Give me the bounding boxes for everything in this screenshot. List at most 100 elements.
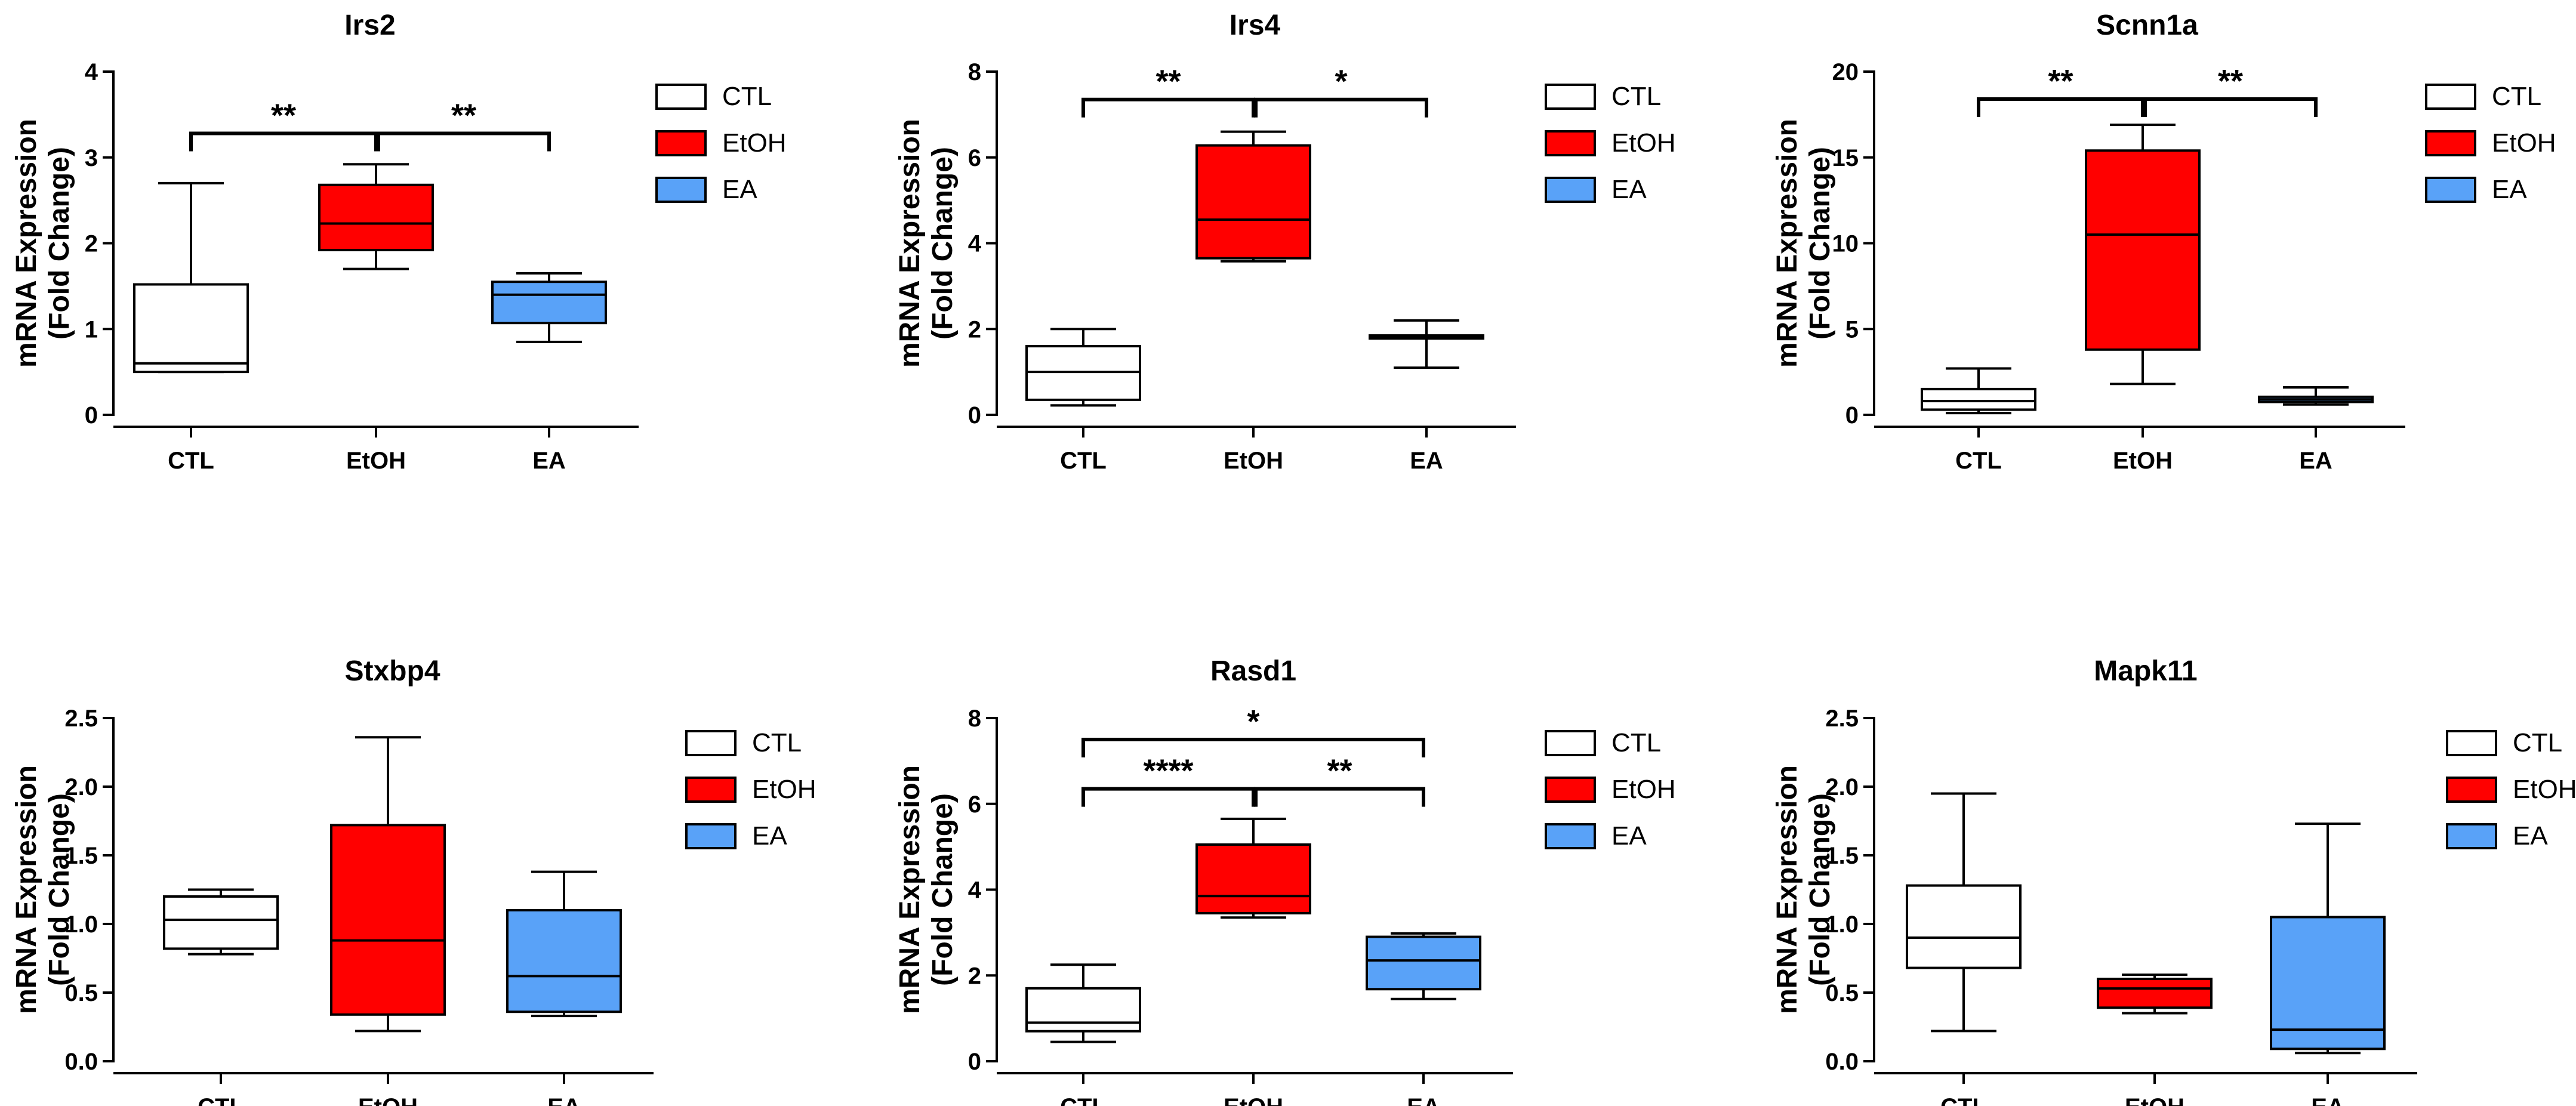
x-tick-label: EtOH [346,448,406,474]
y-axis-label: (Fold Change) [1804,147,1836,340]
box-iqr [2085,149,2201,351]
chart-panel-rasd1: Rasd1 mRNA Expression(Fold Change) 0 2 4 6 8 CT… [894,655,1676,1106]
y-tick-label: 1.5 [64,843,98,869]
x-tick-label: EtOH [358,1094,418,1106]
bracket-line [1081,737,1425,757]
legend-label: EA [2492,175,2527,204]
y-tick-label: 2.0 [1825,774,1859,800]
legend-label: EtOH [2513,775,2576,804]
legend: CTL EtOH EA [655,82,787,204]
box-iqr [1025,987,1141,1033]
legend-label: EtOH [2492,128,2556,158]
x-tick-label: CTL [1060,1094,1107,1106]
y-axis-label: (Fold Change) [927,793,959,986]
y-axis-label: (Fold Change) [1804,793,1836,986]
legend-label: EtOH [1611,128,1676,158]
y-tick-label: 6 [968,145,981,171]
x-tick-label: CTL [198,1094,244,1106]
chart-panel-stxbp4: Stxbp4 mRNA Expression (Fold Change) 0.0 0.5… [11,655,816,1106]
y-tick-label: 3 [85,145,98,171]
y-tick-label: 1.5 [1825,843,1859,869]
y-tick-label: 6 [968,791,981,818]
y-tick-label: 2 [968,316,981,343]
significance-bracket: ** [377,98,551,152]
significance-label: ** [451,98,476,134]
y-axis-label: (Fold Change) [927,147,959,340]
box-iqr [163,895,279,950]
box-ea [2258,386,2374,406]
legend-swatch [655,130,707,156]
box-etoh [330,736,446,1033]
box-etoh [1195,817,1311,919]
box-ctl [1906,792,2022,1033]
legend-swatch [1545,730,1596,756]
box-iqr [133,283,249,374]
y-tick-label: 2.0 [64,774,98,800]
y-tick-label: 20 [1832,59,1859,85]
y-axis-label: mRNA Expression [1771,765,1803,1014]
bracket-line [1081,787,1255,807]
y-tick-label: 0.5 [64,980,98,1006]
y-tick-label: 1.0 [64,911,98,938]
legend-label: CTL [752,728,802,757]
significance-label: **** [1143,753,1193,789]
legend: CTL EtOH EA [1545,728,1676,851]
box-iqr [1906,884,2022,969]
box-ctl [1025,963,1141,1043]
significance-bracket: **** [1081,753,1255,807]
legend-swatch [685,823,737,849]
legend-swatch [1545,177,1596,203]
chart-title: Rasd1 [1210,655,1296,687]
y-tick-label: 0 [968,1049,981,1075]
y-tick-label: 2.5 [64,706,98,732]
significance-bracket: ** [1977,63,2144,117]
significance-bracket: * [1254,64,1428,118]
box-iqr [1921,387,2036,411]
y-tick-label: 4 [968,231,982,257]
significance-label: * [1335,64,1347,100]
chart-title: Scnn1a [2096,10,2198,41]
significance-bracket: ** [2143,63,2318,117]
legend-label: EA [2513,821,2548,851]
y-tick-label: 0 [1845,402,1859,429]
chart-title: Mapk11 [2094,655,2197,687]
legend-swatch [1545,823,1596,849]
legend-label: CTL [1611,82,1661,111]
y-tick-label: 0 [968,402,981,429]
legend-label: EA [1611,175,1647,204]
y-tick-label: 0.0 [1825,1049,1859,1075]
significance-label: ** [2048,63,2073,99]
legend-swatch [685,730,737,756]
significance-label: * [1247,704,1259,740]
box-iqr [506,909,622,1013]
significance-bracket: ** [1081,64,1255,118]
chart-title: Irs2 [344,10,395,41]
y-axis-label: (Fold Change) [44,147,75,340]
bracket-line [2143,97,2318,117]
box-ctl [1025,328,1141,407]
x-tick-label: EA [1410,448,1443,474]
box-etoh [1195,130,1311,263]
bracket-line [1254,97,1428,118]
legend-label: EA [1611,821,1647,851]
bracket-line [1254,787,1425,807]
legend-label: EA [752,821,787,851]
legend-label: EtOH [1611,775,1676,804]
y-axis-label: mRNA Expression [11,119,42,368]
legend: CTL EtOH EA [685,728,816,851]
x-tick-label: CTL [168,448,214,474]
significance-label: ** [1155,64,1181,100]
x-tick-label: EA [2299,448,2332,474]
y-axis-label: (Fold Change) [44,793,75,986]
y-tick-label: 0.0 [64,1049,98,1075]
legend-swatch [1545,84,1596,110]
box-iqr [1195,144,1311,260]
legend-label: CTL [1611,728,1661,757]
y-tick-label: 8 [968,59,981,85]
x-tick-label: EA [532,448,566,474]
legend-swatch [2425,130,2476,156]
x-tick-label: EA [1407,1094,1440,1106]
y-axis-label: mRNA Expression [894,119,926,368]
legend-swatch [2425,177,2476,203]
